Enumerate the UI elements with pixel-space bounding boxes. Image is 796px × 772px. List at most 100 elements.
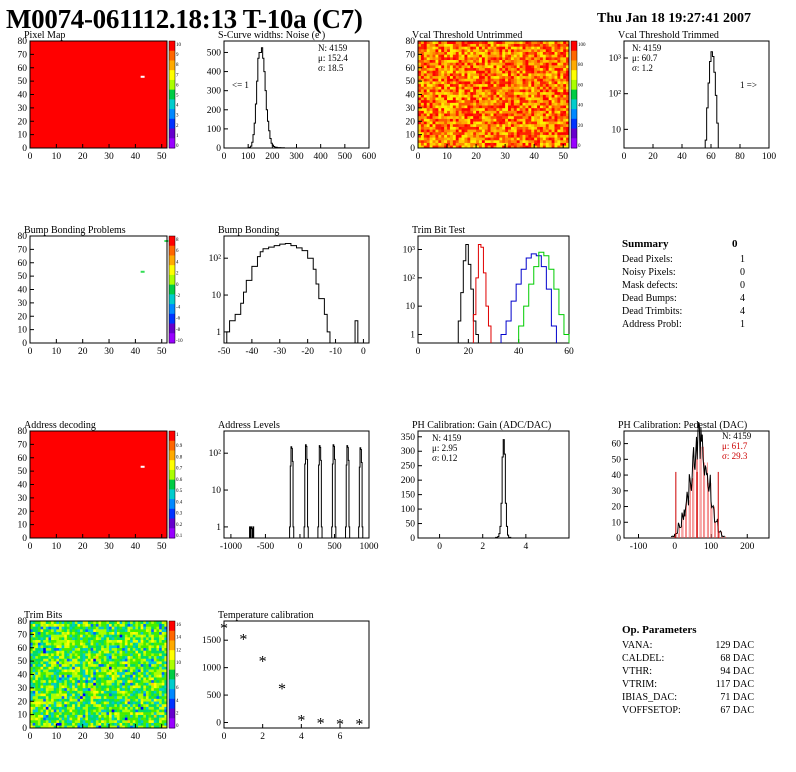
map-cell bbox=[505, 67, 509, 71]
map-cell bbox=[116, 703, 120, 707]
map-cell bbox=[61, 663, 65, 667]
map-cell bbox=[132, 698, 136, 702]
map-cell bbox=[487, 105, 491, 109]
map-cell bbox=[40, 671, 44, 675]
map-cell bbox=[161, 631, 165, 635]
map-cell bbox=[502, 81, 506, 85]
map-cell bbox=[43, 695, 47, 699]
map-cell bbox=[563, 91, 567, 95]
map-cell bbox=[537, 107, 541, 111]
map-cell bbox=[85, 621, 89, 624]
map-cell bbox=[548, 107, 552, 111]
map-cell bbox=[153, 709, 157, 713]
map-cell bbox=[161, 703, 165, 707]
map-cell bbox=[127, 671, 131, 675]
plot-title: S-Curve widths: Noise (e ) bbox=[218, 30, 325, 41]
map-cell bbox=[493, 54, 497, 58]
map-cell bbox=[438, 89, 442, 93]
x-tick-label: 200 bbox=[265, 152, 280, 162]
map-cell bbox=[159, 703, 163, 707]
map-cell bbox=[478, 43, 483, 47]
map-cell bbox=[135, 663, 139, 667]
map-cell bbox=[444, 86, 448, 90]
map-cell bbox=[56, 706, 60, 710]
map-cell bbox=[48, 690, 52, 694]
map-cell bbox=[40, 687, 44, 691]
map-cell bbox=[467, 145, 471, 149]
map-cell bbox=[156, 687, 160, 691]
map-cell bbox=[420, 54, 425, 58]
map-cell bbox=[32, 623, 36, 627]
map-cell bbox=[499, 94, 503, 98]
palette-cell bbox=[169, 499, 175, 510]
map-cell bbox=[441, 81, 445, 85]
map-cell bbox=[103, 634, 107, 638]
plot-title: Vcal Threshold Trimmed bbox=[618, 30, 719, 41]
map-cell bbox=[455, 102, 459, 106]
y-tick-label: 1 bbox=[216, 523, 221, 533]
map-cell bbox=[557, 102, 561, 106]
map-cell bbox=[528, 83, 532, 87]
map-cell bbox=[111, 690, 115, 694]
map-cell bbox=[101, 701, 105, 705]
map-cell bbox=[66, 642, 70, 646]
y-tick-label: 20 bbox=[406, 117, 416, 127]
map-cell bbox=[423, 105, 428, 109]
map-cell bbox=[447, 59, 451, 63]
map-cell bbox=[441, 73, 445, 77]
map-cell bbox=[130, 666, 134, 670]
map-cell bbox=[429, 118, 433, 122]
map-cell bbox=[522, 142, 526, 146]
op-parameter-label: VANA: bbox=[622, 640, 652, 651]
map-cell bbox=[423, 123, 428, 127]
map-cell bbox=[58, 703, 62, 707]
map-cell bbox=[473, 51, 477, 55]
map-cell bbox=[103, 642, 107, 646]
map-cell bbox=[432, 54, 436, 58]
map-cell bbox=[103, 679, 107, 683]
map-cell bbox=[85, 698, 89, 702]
map-cell bbox=[455, 83, 459, 87]
map-cell bbox=[444, 62, 448, 66]
map-cell bbox=[467, 51, 471, 55]
map-cell bbox=[566, 43, 570, 47]
map-cell bbox=[30, 653, 33, 657]
map-cell bbox=[537, 91, 541, 95]
map-cell bbox=[145, 722, 149, 726]
map-cell bbox=[127, 711, 131, 715]
map-cell bbox=[478, 81, 483, 85]
map-cell bbox=[40, 663, 44, 667]
map-cell bbox=[111, 687, 115, 691]
map-cell bbox=[124, 631, 128, 635]
map-cell bbox=[124, 703, 128, 707]
map-cell bbox=[493, 83, 497, 87]
map-cell bbox=[473, 134, 477, 138]
map-cell bbox=[566, 62, 570, 66]
map-cell bbox=[106, 645, 110, 649]
palette-label: 0 bbox=[176, 283, 179, 288]
map-cell bbox=[449, 107, 454, 111]
map-cell bbox=[66, 637, 70, 641]
map-cell bbox=[566, 78, 570, 82]
map-cell bbox=[502, 118, 506, 122]
map-cell bbox=[478, 73, 483, 77]
map-cell bbox=[513, 118, 518, 122]
map-cell bbox=[101, 637, 105, 641]
map-cell bbox=[64, 647, 68, 651]
map-cell bbox=[30, 701, 33, 705]
map-cell bbox=[449, 75, 454, 79]
map-cell bbox=[418, 70, 422, 74]
op-parameter-value: 129 DAC bbox=[715, 640, 754, 651]
map-cell bbox=[45, 658, 49, 662]
map-cell bbox=[98, 655, 102, 659]
map-cell bbox=[566, 73, 570, 77]
map-cell bbox=[58, 661, 62, 665]
map-cell bbox=[98, 682, 102, 686]
map-cell bbox=[516, 62, 520, 66]
palette-cell bbox=[169, 274, 175, 286]
plot-frame bbox=[417, 235, 570, 344]
map-cell bbox=[458, 126, 462, 130]
map-cell bbox=[461, 94, 465, 98]
map-cell bbox=[145, 650, 149, 654]
